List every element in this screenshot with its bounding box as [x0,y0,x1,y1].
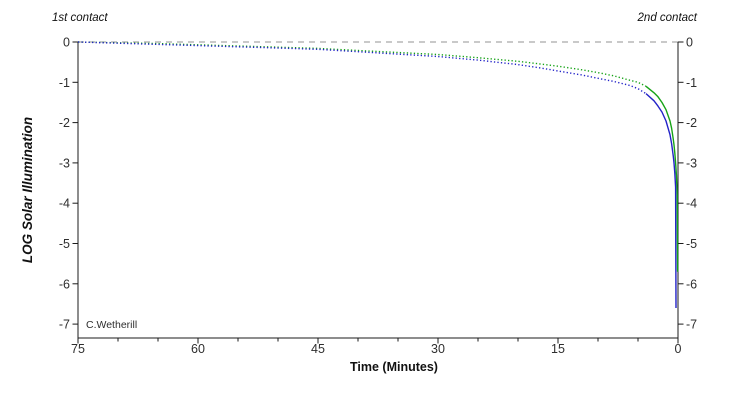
tick-labels-layer: 0 0 -1 -1 -2 -2 -3 -3 -4 -4 -5 -5 -6 -6 -7 -7 0 15 30 45 60 7… [59,36,697,357]
solar-illumination-blue-dotted [77,41,647,95]
axes-layer [77,42,679,339]
x-tick-label: 15 [551,342,565,356]
y-tick-label-right: -4 [686,197,697,211]
ticks-layer [72,41,684,344]
y-tick-label-left: -5 [59,237,70,251]
x-tick-label: 0 [675,342,682,356]
x-tick-label: 60 [191,342,205,356]
x-tick-label: 75 [71,342,85,356]
y-tick-label-right: 0 [686,36,693,50]
solar-illumination-green-dotted [77,41,647,87]
x-axis-title: Time (Minutes) [350,360,438,374]
y-tick-label-right: -1 [686,76,697,90]
y-tick-label-left: -1 [59,76,70,90]
y-tick-label-right: -7 [686,318,697,332]
y-tick-label-left: -7 [59,318,70,332]
data-series-layer [77,41,679,309]
solar-illumination-blue-solid [645,93,677,309]
solar-illumination-green-solid [645,85,679,272]
x-tick-label: 30 [431,342,445,356]
y-tick-label-right: -2 [686,116,697,130]
y-tick-label-left: -4 [59,197,70,211]
y-tick-label-left: 0 [63,36,70,50]
first-contact-label: 1st contact [52,12,108,24]
y-tick-label-left: -3 [59,156,70,170]
y-tick-label-right: -3 [686,156,697,170]
second-contact-label: 2nd contact [637,12,698,24]
y-tick-label-left: -2 [59,116,70,130]
y-tick-label-right: -5 [686,237,697,251]
y-axis-title: LOG Solar Illumination [20,117,35,263]
credit-watermark: C.Wetherill [86,319,137,331]
y-tick-label-left: -6 [59,277,70,291]
x-tick-label: 45 [311,342,325,356]
y-tick-label-right: -6 [686,277,697,291]
